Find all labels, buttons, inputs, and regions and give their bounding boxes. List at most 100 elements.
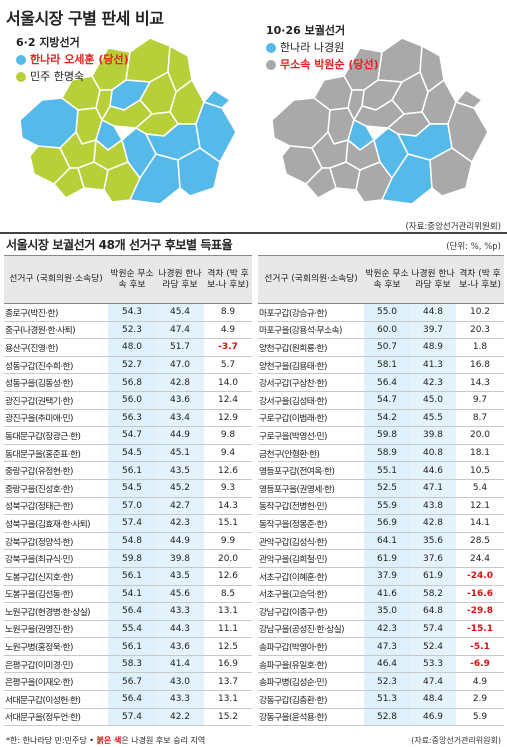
gap-cell: 8.9 bbox=[204, 303, 252, 322]
na-cell: 47.1 bbox=[410, 479, 456, 498]
district-cell: 은평구을(이재오·한) bbox=[4, 672, 108, 692]
park-cell: 52.8 bbox=[364, 708, 410, 727]
park-cell: 55.0 bbox=[364, 303, 410, 322]
results-table-right: 선거구 (국회의원·소속당) 박원순 무소속 후보 나경원 한나라당 후보 격차… bbox=[258, 255, 504, 727]
gap-cell: 15.1 bbox=[204, 514, 252, 533]
col-na: 나경원 한나라당 후보 bbox=[156, 255, 204, 304]
footnote: *한: 한나라당 민:민주당 • 붉은 색은 나경원 후보 승리 지역 bbox=[6, 735, 205, 746]
park-cell: 60.0 bbox=[364, 321, 410, 340]
na-cell: 48.4 bbox=[410, 690, 456, 709]
park-cell: 50.7 bbox=[364, 338, 410, 357]
table-row: 송파구병(김성순·민) 52.3 47.4 4.9 bbox=[258, 672, 504, 692]
park-cell: 56.1 bbox=[108, 637, 156, 656]
gap-cell: 12.4 bbox=[204, 391, 252, 410]
legend-item: 민주 한명숙 bbox=[16, 68, 129, 85]
map-section: 6·2 지방선거 한나라 오세훈 (당선) 민주 한명숙 bbox=[0, 24, 507, 233]
divider bbox=[0, 232, 507, 234]
park-cell: 54.8 bbox=[108, 532, 156, 551]
na-cell: 46.9 bbox=[410, 708, 456, 727]
table-row: 영등포구을(권영세·한) 52.5 47.1 5.4 bbox=[258, 479, 504, 498]
na-cell: 45.0 bbox=[410, 391, 456, 410]
table-row: 성동구갑(진수희·한) 52.7 47.0 5.7 bbox=[4, 356, 252, 375]
unit-label: (단위: %, %p) bbox=[446, 242, 501, 252]
gap-cell: 20.0 bbox=[204, 549, 252, 568]
gap-cell: 10.5 bbox=[456, 461, 504, 480]
district-cell: 성동구갑(진수희·한) bbox=[4, 356, 108, 375]
gray-swatch-icon bbox=[266, 59, 276, 70]
table-row: 동대문구갑(장광근·한) 54.7 44.9 9.8 bbox=[4, 426, 252, 445]
gap-cell: 8.5 bbox=[204, 585, 252, 604]
gap-cell: 13.1 bbox=[204, 690, 252, 709]
seoul-map-june bbox=[19, 37, 237, 205]
na-cell: 44.8 bbox=[410, 303, 456, 322]
header-row: 선거구 (국회의원·소속당) 박원순 무소속 후보 나경원 한나라당 후보 격차… bbox=[258, 255, 504, 304]
district-cell: 관악구갑(김성식·한) bbox=[258, 532, 364, 551]
col-district: 선거구 (국회의원·소속당) bbox=[4, 255, 108, 304]
gap-cell: 5.9 bbox=[456, 708, 504, 727]
table-row: 동작구을(정몽준·한) 56.9 42.8 14.1 bbox=[258, 514, 504, 533]
legend-item: 한나라 나경원 bbox=[266, 39, 379, 56]
park-cell: 37.9 bbox=[364, 567, 410, 586]
park-cell: 59.8 bbox=[364, 426, 410, 445]
gap-cell: 4.9 bbox=[204, 321, 252, 340]
district-cell: 강동구갑(김충환·한) bbox=[258, 690, 364, 709]
table-row: 중랑구을(진성호·한) 54.5 45.2 9.3 bbox=[4, 479, 252, 498]
park-cell: 46.4 bbox=[364, 655, 410, 674]
park-cell: 52.5 bbox=[364, 479, 410, 498]
legend-label: 무소속 박원순 (당선) bbox=[280, 58, 379, 71]
gap-cell: 16.9 bbox=[204, 655, 252, 674]
na-cell: 37.6 bbox=[410, 549, 456, 568]
na-cell: 61.9 bbox=[410, 567, 456, 586]
district-cell: 강서구을(김성태·한) bbox=[258, 391, 364, 410]
park-cell: 56.0 bbox=[108, 391, 156, 410]
gap-cell: 8.7 bbox=[456, 409, 504, 428]
gap-cell: 2.9 bbox=[456, 690, 504, 709]
gap-cell: 18.1 bbox=[456, 444, 504, 463]
park-cell: 57.0 bbox=[108, 497, 156, 516]
district-cell: 강동구을(윤석용·한) bbox=[258, 708, 364, 727]
district-cell: 은평구갑(이미경·민) bbox=[4, 655, 108, 674]
district-cell: 관악구을(김희철·민) bbox=[258, 549, 364, 568]
table-row: 서대문구갑(이성헌·한) 56.4 43.3 13.1 bbox=[4, 690, 252, 709]
table-row: 강북구갑(정양석·한) 54.8 44.9 9.9 bbox=[4, 532, 252, 551]
gap-cell: 9.3 bbox=[204, 479, 252, 498]
district-cell: 강서구갑(구상찬·한) bbox=[258, 373, 364, 392]
gap-cell: 5.7 bbox=[204, 356, 252, 375]
park-cell: 55.4 bbox=[108, 620, 156, 639]
table-row: 양천구갑(원희룡·한) 50.7 48.9 1.8 bbox=[258, 338, 504, 357]
district-cell: 송파구갑(박영아·한) bbox=[258, 637, 364, 656]
na-cell: 35.6 bbox=[410, 532, 456, 551]
park-cell: 42.3 bbox=[364, 620, 410, 639]
district-cell: 노원구갑(현경병·한·상실) bbox=[4, 602, 108, 621]
na-cell: 47.0 bbox=[156, 356, 204, 375]
seoul-map-october bbox=[271, 37, 489, 205]
table-row: 강서구갑(구상찬·한) 56.4 42.3 14.3 bbox=[258, 373, 504, 392]
park-cell: 47.3 bbox=[364, 637, 410, 656]
na-cell: 47.4 bbox=[410, 672, 456, 692]
footnote-suffix: 은 나경원 후보 승리 지역 bbox=[121, 736, 206, 745]
park-cell: 56.1 bbox=[108, 567, 156, 586]
table-source: (자료:중앙선거관리위원회) bbox=[411, 736, 501, 745]
na-cell: 53.3 bbox=[410, 655, 456, 674]
table-row: 은평구을(이재오·한) 56.7 43.0 13.7 bbox=[4, 672, 252, 692]
gap-cell: 14.3 bbox=[204, 497, 252, 516]
district-cell: 동대문구갑(장광근·한) bbox=[4, 426, 108, 445]
park-cell: 56.7 bbox=[108, 672, 156, 692]
table-row: 성북구을(김효재·한·사퇴) 57.4 42.3 15.1 bbox=[4, 514, 252, 533]
legend-label: 한나라 나경원 bbox=[280, 41, 345, 54]
gap-cell: 12.9 bbox=[204, 409, 252, 428]
table-body: 종로구(박진·한) 54.3 45.4 8.9 중구(나경원·한·사퇴) 52.3 47.4… bbox=[4, 303, 252, 727]
park-cell: 54.1 bbox=[108, 585, 156, 604]
col-gap: 격차 (박 후보-나 후보) bbox=[456, 255, 504, 304]
park-cell: 61.9 bbox=[364, 549, 410, 568]
table-row: 강동구을(윤석용·한) 52.8 46.9 5.9 bbox=[258, 708, 504, 727]
na-cell: 40.8 bbox=[410, 444, 456, 463]
district-cell: 양천구갑(원희룡·한) bbox=[258, 338, 364, 357]
gap-cell: 9.7 bbox=[456, 391, 504, 410]
gap-cell: 14.1 bbox=[456, 514, 504, 533]
table-row: 구로구갑(이범래·한) 54.2 45.5 8.7 bbox=[258, 409, 504, 428]
table-row: 송파구갑(박영아·한) 47.3 52.4 -5.1 bbox=[258, 637, 504, 656]
district-cell: 동작구갑(전병헌·민) bbox=[258, 497, 364, 516]
gap-cell: -6.9 bbox=[456, 655, 504, 674]
park-cell: 51.3 bbox=[364, 690, 410, 709]
